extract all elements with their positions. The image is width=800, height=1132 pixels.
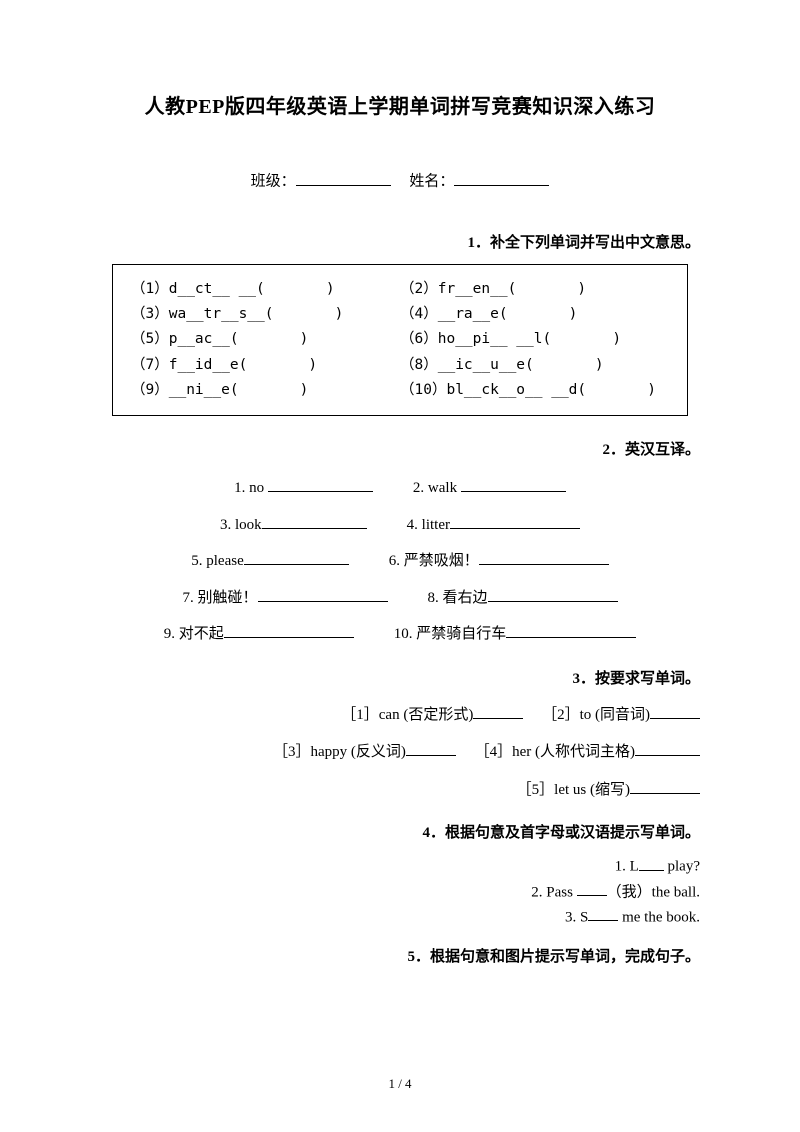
text-part: （我）the ball. (607, 884, 700, 900)
section1-heading: 1．补全下列单词并写出中文意思。 (100, 231, 700, 252)
text-part: 1. L (615, 859, 639, 875)
table-row: （1）d__ct__ __( ) （2）fr__en__( ) (131, 277, 669, 302)
list-item: 1. no (234, 471, 373, 506)
item-label: 9. 对不起 (164, 626, 224, 642)
table-row: ［1］can (否定形式) ［2］to (同音词) (100, 700, 700, 732)
list-item: 4. litter (407, 508, 580, 543)
item-label: 10. 严禁骑自行车 (394, 626, 507, 642)
box-cell: （7）f__id__e( ) (131, 353, 400, 378)
list-item: 3. S me the book. (100, 905, 700, 930)
item-label: 5. please (191, 553, 243, 569)
list-item: 7. 别触碰！ (182, 581, 387, 616)
item-label: ［1］can (否定形式) (341, 707, 473, 723)
answer-blank[interactable] (635, 740, 700, 757)
answer-blank[interactable] (258, 585, 388, 602)
answer-blank[interactable] (262, 512, 367, 529)
box-cell: （8）__ic__u__e( ) (400, 353, 669, 378)
text-part: play? (664, 859, 700, 875)
answer-blank[interactable] (650, 702, 700, 719)
translation-block: 1. no 2. walk 3. look 4. litter 5. pleas… (100, 471, 700, 652)
answer-blank[interactable] (588, 905, 618, 922)
answer-blank[interactable] (506, 622, 636, 639)
item-label: 7. 别触碰！ (182, 590, 257, 606)
text-part: 3. S (565, 909, 588, 925)
section4-block: 1. L play? 2. Pass （我）the ball. 3. S me … (100, 854, 700, 930)
table-row: 7. 别触碰！ 8. 看右边 (100, 581, 700, 616)
list-item: 8. 看右边 (428, 581, 618, 616)
list-item: 1. L play? (100, 854, 700, 879)
table-row: 1. no 2. walk (100, 471, 700, 506)
item-label: 2. walk (413, 480, 457, 496)
section5-heading: 5．根据句意和图片提示写单词，完成句子。 (100, 945, 700, 966)
box-cell: （10）bl__ck__o__ __d( ) (400, 378, 669, 403)
item-label: 6. 严禁吸烟！ (389, 553, 479, 569)
item-label: ［4］her (人称代词主格) (475, 744, 635, 760)
section3-block: ［1］can (否定形式) ［2］to (同音词) ［3］happy (反义词)… (100, 700, 700, 807)
answer-blank[interactable] (577, 880, 607, 897)
document-page: 人教PEP版四年级英语上学期单词拼写竞赛知识深入练习 班级： 姓名： 1．补全下… (0, 0, 800, 1018)
text-part: 2. Pass (531, 884, 576, 900)
list-item: 10. 严禁骑自行车 (394, 617, 637, 652)
label-class: 班级： (251, 174, 296, 190)
list-item: 3. look (220, 508, 367, 543)
class-blank[interactable] (296, 169, 391, 186)
label-name: 姓名： (409, 174, 454, 190)
section3-heading: 3．按要求写单词。 (100, 667, 700, 688)
box-cell: （4）__ra__e( ) (400, 302, 669, 327)
text-part: me the book. (618, 909, 700, 925)
class-name-row: 班级： 姓名： (100, 169, 700, 191)
item-label: 1. no (234, 480, 264, 496)
name-blank[interactable] (454, 169, 549, 186)
answer-blank[interactable] (479, 549, 609, 566)
answer-blank[interactable] (639, 854, 664, 871)
box-cell: （1）d__ct__ __( ) (131, 277, 400, 302)
answer-blank[interactable] (244, 549, 349, 566)
box-cell: （9）__ni__e( ) (131, 378, 400, 403)
list-item: 2. Pass （我）the ball. (100, 880, 700, 905)
table-row: （3）wa__tr__s__( ) （4）__ra__e( ) (131, 302, 669, 327)
list-item: 6. 严禁吸烟！ (389, 544, 609, 579)
page-title: 人教PEP版四年级英语上学期单词拼写竞赛知识深入练习 (100, 90, 700, 119)
item-label: ［2］to (同音词) (542, 707, 650, 723)
answer-blank[interactable] (406, 740, 456, 757)
item-label: 3. look (220, 517, 262, 533)
answer-blank[interactable] (450, 512, 580, 529)
list-item: 9. 对不起 (164, 617, 354, 652)
page-number: 1 / 4 (0, 1076, 800, 1092)
table-row: （9）__ni__e( ) （10）bl__ck__o__ __d( ) (131, 378, 669, 403)
box-cell: （2）fr__en__( ) (400, 277, 669, 302)
list-item: 2. walk (413, 471, 566, 506)
list-item: 5. please (191, 544, 348, 579)
item-label: ［5］let us (缩写) (517, 782, 630, 798)
answer-blank[interactable] (461, 476, 566, 493)
item-label: 4. litter (407, 517, 450, 533)
table-row: 9. 对不起 10. 严禁骑自行车 (100, 617, 700, 652)
answer-blank[interactable] (473, 702, 523, 719)
table-row: 5. please 6. 严禁吸烟！ (100, 544, 700, 579)
item-label: ［3］happy (反义词) (273, 744, 406, 760)
table-row: ［3］happy (反义词) ［4］her (人称代词主格) (100, 737, 700, 769)
word-box: （1）d__ct__ __( ) （2）fr__en__( ) （3）wa__t… (112, 264, 688, 417)
section2-heading: 2．英汉互译。 (100, 438, 700, 459)
section4-heading: 4．根据句意及首字母或汉语提示写单词。 (100, 821, 700, 842)
answer-blank[interactable] (630, 777, 700, 794)
item-label: 8. 看右边 (428, 590, 488, 606)
answer-blank[interactable] (488, 585, 618, 602)
box-cell: （6）ho__pi__ __l( ) (400, 327, 669, 352)
table-row: ［5］let us (缩写) (100, 775, 700, 807)
table-row: 3. look 4. litter (100, 508, 700, 543)
box-cell: （5）p__ac__( ) (131, 327, 400, 352)
table-row: （5）p__ac__( ) （6）ho__pi__ __l( ) (131, 327, 669, 352)
table-row: （7）f__id__e( ) （8）__ic__u__e( ) (131, 353, 669, 378)
box-cell: （3）wa__tr__s__( ) (131, 302, 400, 327)
answer-blank[interactable] (224, 622, 354, 639)
answer-blank[interactable] (268, 476, 373, 493)
